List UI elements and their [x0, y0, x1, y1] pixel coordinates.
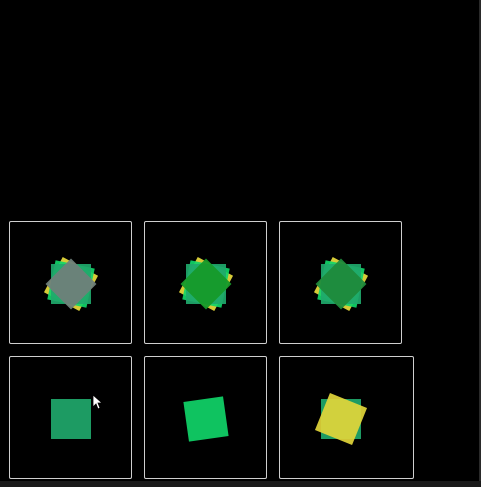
- base_square-square: [51, 399, 91, 439]
- window-edge: [479, 0, 481, 487]
- cell-shapes: [178, 256, 234, 312]
- bright_green-square: [183, 396, 229, 442]
- yellow-square: [314, 392, 368, 446]
- mouse-cursor-icon: [92, 394, 102, 410]
- cell-gray-overlay[interactable]: [9, 221, 132, 344]
- cell-base-square[interactable]: [9, 356, 132, 479]
- cell-yellow-square[interactable]: [279, 356, 414, 479]
- cell-shapes: [43, 256, 99, 312]
- cell-shapes: [314, 392, 368, 446]
- cell-rotated-green-square[interactable]: [144, 356, 267, 479]
- cell-green-overlay[interactable]: [144, 221, 267, 344]
- cell-shapes: [183, 396, 229, 442]
- cell-shapes: [51, 399, 91, 439]
- cell-shapes: [313, 256, 369, 312]
- bottom-bar: [0, 481, 481, 487]
- cell-darkgreen-overlay[interactable]: [279, 221, 402, 344]
